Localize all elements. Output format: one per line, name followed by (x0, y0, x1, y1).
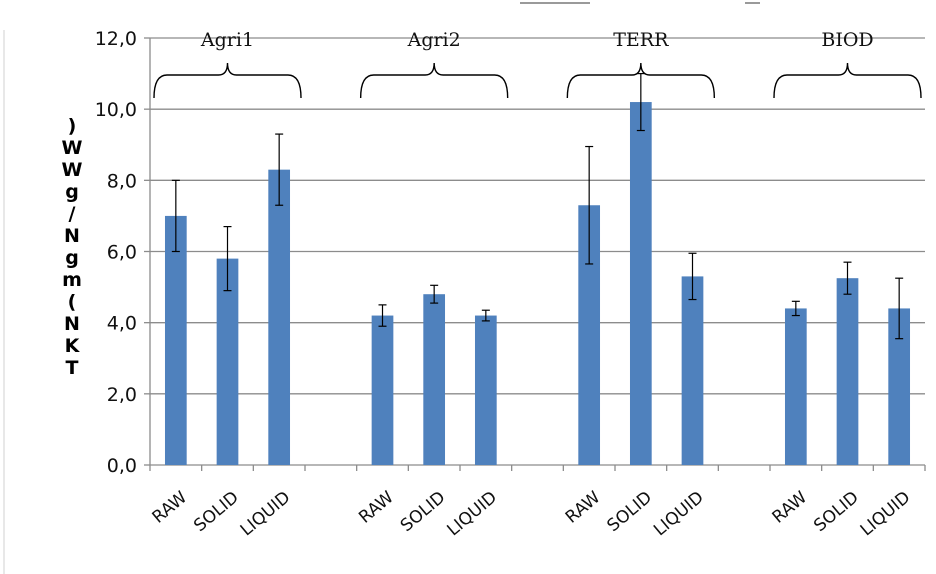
y-tick-label: 2,0 (107, 384, 137, 406)
group-brace (359, 62, 509, 99)
y-tick-label: 0,0 (107, 455, 137, 477)
bar (784, 308, 807, 465)
y-axis-label-char: ( (68, 291, 77, 313)
bar (629, 102, 652, 466)
y-axis-label-char: g (65, 181, 79, 203)
bar (268, 169, 291, 466)
y-tick-label: 4,0 (107, 313, 137, 335)
y-axis-label-char: g (65, 247, 79, 269)
group-label: Agri2 (407, 29, 461, 51)
bar (681, 276, 704, 465)
bar (371, 315, 394, 465)
y-axis-label-char: N (64, 313, 80, 335)
bar (474, 315, 497, 465)
bar (216, 258, 239, 465)
y-axis-label-char: N (64, 225, 80, 247)
y-tick-label: 12,0 (95, 28, 137, 50)
bar (423, 294, 446, 465)
y-axis-label-char: W (62, 137, 83, 159)
group-brace (566, 62, 716, 99)
group-label: Agri1 (200, 29, 254, 51)
y-axis-label-char: / (69, 203, 76, 225)
y-axis-label-char: W (62, 159, 83, 181)
bar (578, 205, 601, 465)
bar (164, 215, 187, 465)
y-axis-label-char: K (65, 335, 81, 357)
bar (836, 278, 859, 465)
group-brace (153, 62, 302, 99)
bars (164, 72, 911, 466)
y-axis-label-char: ) (68, 115, 77, 137)
y-tick-label: 6,0 (107, 242, 137, 264)
group-label: TERR (613, 29, 669, 51)
y-axis-label-char: T (66, 357, 79, 379)
group-labels: Agri1 Agri2 TERR BIOD (153, 29, 922, 99)
group-brace (773, 62, 922, 99)
group-label: BIOD (821, 29, 873, 51)
y-axis-label-char: m (62, 269, 82, 291)
bar (888, 308, 911, 465)
y-axis-label: )WWg/Ngm(NKT (62, 115, 83, 379)
y-tick-label: 8,0 (107, 170, 137, 192)
y-tick-label: 10,0 (95, 99, 137, 121)
